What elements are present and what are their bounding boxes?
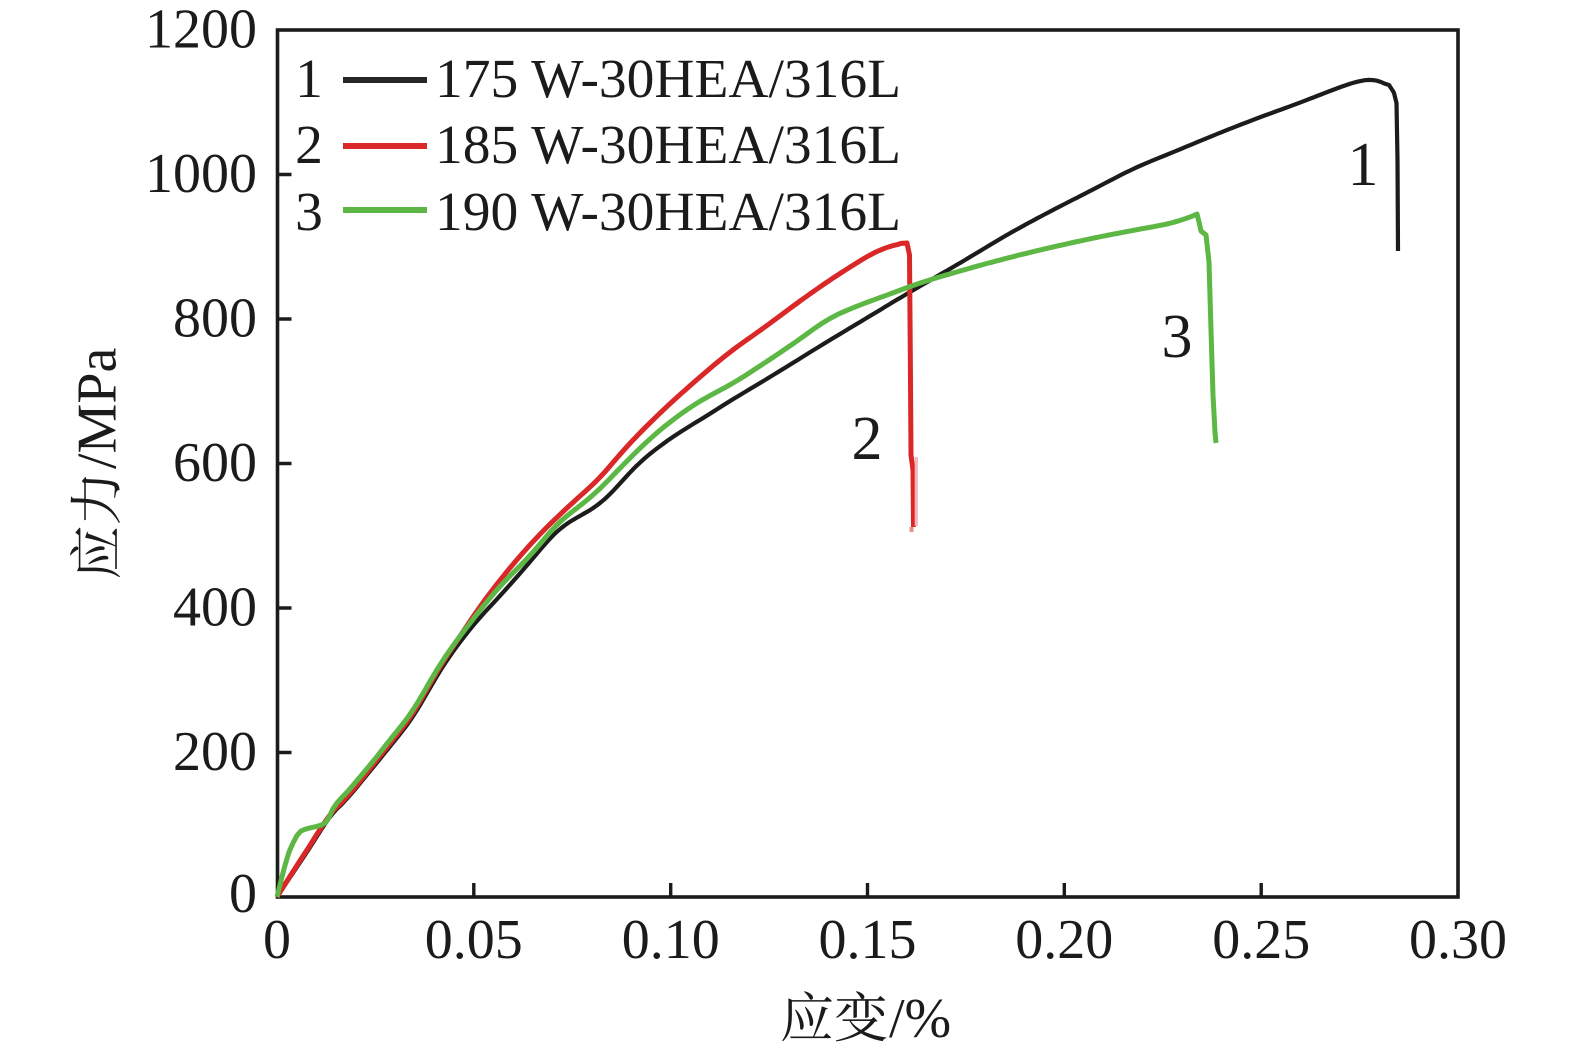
- svg-text:175 W-30HEA/316L: 175 W-30HEA/316L: [435, 49, 901, 110]
- svg-text:1000: 1000: [145, 143, 257, 205]
- svg-text:185 W-30HEA/316L: 185 W-30HEA/316L: [435, 115, 901, 176]
- svg-text:800: 800: [173, 288, 257, 350]
- svg-text:0: 0: [229, 863, 257, 925]
- svg-text:0.30: 0.30: [1409, 909, 1507, 971]
- svg-text:600: 600: [173, 432, 257, 494]
- svg-text:400: 400: [173, 577, 257, 639]
- svg-text:/MPa: /MPa: [67, 348, 129, 469]
- svg-text:1200: 1200: [145, 0, 257, 61]
- svg-text:3: 3: [295, 182, 323, 243]
- svg-text:0.10: 0.10: [622, 909, 720, 971]
- svg-text:0.05: 0.05: [425, 909, 523, 971]
- svg-text:0: 0: [263, 909, 291, 971]
- svg-text:190 W-30HEA/316L: 190 W-30HEA/316L: [435, 182, 901, 243]
- svg-text:0.25: 0.25: [1212, 909, 1310, 971]
- svg-text:0.15: 0.15: [819, 909, 917, 971]
- svg-text:200: 200: [173, 721, 257, 783]
- svg-text:1: 1: [295, 49, 323, 110]
- svg-text:2: 2: [852, 405, 883, 473]
- svg-text:2: 2: [295, 115, 323, 176]
- svg-text:3: 3: [1162, 303, 1193, 371]
- svg-text:1: 1: [1348, 131, 1379, 199]
- svg-text:0.20: 0.20: [1015, 909, 1113, 971]
- svg-text:/%: /%: [889, 988, 951, 1050]
